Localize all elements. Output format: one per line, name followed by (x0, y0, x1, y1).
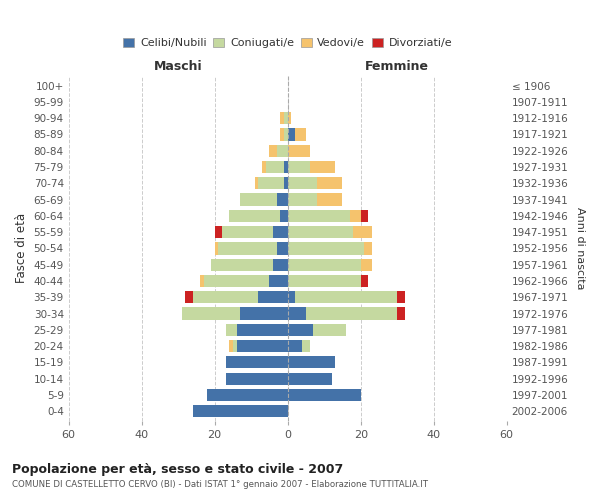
Bar (185, 291, 193, 304)
Bar (287, 128, 295, 140)
Bar (236, 340, 287, 352)
Bar (313, 324, 346, 336)
Bar (218, 242, 277, 254)
Bar (273, 258, 287, 271)
Bar (317, 194, 343, 205)
Bar (287, 275, 361, 287)
Bar (277, 144, 287, 157)
Bar (287, 161, 310, 173)
Bar (215, 226, 222, 238)
Bar (211, 258, 273, 271)
Bar (287, 144, 310, 157)
Bar (287, 389, 361, 401)
Bar (295, 128, 306, 140)
Bar (317, 177, 343, 190)
Bar (287, 242, 364, 254)
Bar (200, 275, 204, 287)
Bar (226, 372, 287, 385)
Bar (273, 226, 287, 238)
Bar (302, 340, 310, 352)
Bar (269, 144, 277, 157)
Bar (287, 226, 353, 238)
Bar (361, 258, 371, 271)
Bar (284, 128, 287, 140)
Legend: Celibi/Nubili, Coniugati/e, Vedovi/e, Divorziati/e: Celibi/Nubili, Coniugati/e, Vedovi/e, Di… (119, 33, 457, 52)
Bar (287, 372, 331, 385)
Bar (215, 242, 218, 254)
Bar (193, 405, 287, 417)
Bar (364, 242, 371, 254)
Bar (240, 308, 287, 320)
Bar (350, 210, 361, 222)
Bar (222, 226, 273, 238)
Y-axis label: Fasce di età: Fasce di età (15, 214, 28, 284)
Bar (287, 210, 350, 222)
Bar (287, 291, 295, 304)
Y-axis label: Anni di nascita: Anni di nascita (575, 207, 585, 290)
Bar (204, 275, 269, 287)
Bar (287, 356, 335, 368)
Bar (277, 194, 287, 205)
Bar (287, 177, 317, 190)
Text: Popolazione per età, sesso e stato civile - 2007: Popolazione per età, sesso e stato civil… (12, 462, 343, 475)
Bar (269, 275, 287, 287)
Bar (310, 161, 335, 173)
Bar (233, 340, 236, 352)
Bar (262, 161, 266, 173)
Text: Maschi: Maschi (154, 60, 202, 72)
Bar (397, 308, 404, 320)
Bar (255, 177, 259, 190)
Bar (287, 324, 313, 336)
Bar (287, 340, 302, 352)
Bar (240, 194, 277, 205)
Text: COMUNE DI CASTELLETTO CERVO (BI) - Dati ISTAT 1° gennaio 2007 - Elaborazione TUT: COMUNE DI CASTELLETTO CERVO (BI) - Dati … (12, 480, 428, 489)
Bar (361, 210, 368, 222)
Bar (277, 242, 287, 254)
Bar (284, 177, 287, 190)
Bar (266, 161, 284, 173)
Bar (287, 194, 317, 205)
Bar (259, 177, 284, 190)
Bar (280, 210, 287, 222)
Bar (229, 210, 280, 222)
Bar (284, 112, 287, 124)
Bar (361, 275, 368, 287)
Bar (306, 308, 397, 320)
Bar (229, 340, 233, 352)
Bar (226, 356, 287, 368)
Bar (259, 291, 287, 304)
Bar (236, 324, 287, 336)
Bar (287, 112, 292, 124)
Bar (353, 226, 371, 238)
Bar (284, 161, 287, 173)
Bar (226, 324, 236, 336)
Bar (295, 291, 397, 304)
Bar (397, 291, 404, 304)
Bar (193, 291, 259, 304)
Text: Femmine: Femmine (365, 60, 429, 72)
Bar (280, 128, 284, 140)
Bar (287, 308, 306, 320)
Bar (280, 112, 284, 124)
Bar (287, 258, 361, 271)
Bar (208, 389, 287, 401)
Bar (182, 308, 240, 320)
